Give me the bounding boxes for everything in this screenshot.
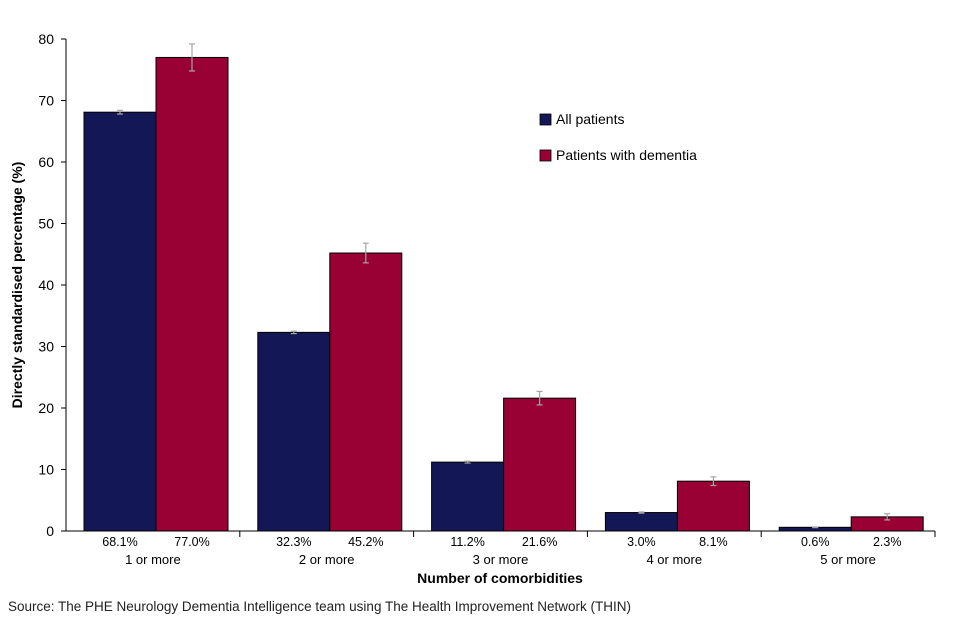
y-axis: 0 10 20 30 40 50 60 70 80 bbox=[38, 31, 67, 539]
legend-swatch bbox=[539, 113, 552, 126]
data-label: 3.0% bbox=[627, 535, 656, 549]
data-label: 32.3% bbox=[276, 535, 311, 549]
y-tick-label: 50 bbox=[38, 216, 54, 232]
category-label: 4 or more bbox=[646, 552, 702, 567]
x-axis: 68.1% 77.0% 1 or more 32.3% 45.2% 2 or more 11… bbox=[66, 530, 936, 567]
legend-label: Patients with dementia bbox=[556, 147, 697, 163]
bar-chart: 0 10 20 30 40 50 60 70 80 68.1% 77.0% 1 or more 32.… bbox=[9, 31, 936, 586]
source-note: Source: The PHE Neurology Dementia Intel… bbox=[8, 599, 632, 614]
category-label: 5 or more bbox=[820, 552, 876, 567]
bars bbox=[83, 56, 924, 532]
y-tick-label: 30 bbox=[38, 339, 54, 355]
error-bars bbox=[117, 43, 891, 529]
bar bbox=[503, 397, 577, 532]
bar bbox=[431, 461, 505, 532]
data-label: 8.1% bbox=[699, 535, 728, 549]
data-label: 45.2% bbox=[348, 535, 383, 549]
data-label: 2.3% bbox=[873, 535, 902, 549]
bar bbox=[604, 512, 678, 532]
category-label: 1 or more bbox=[125, 552, 181, 567]
y-axis-title: Directly standardised percentage (%) bbox=[9, 162, 25, 409]
data-label: 77.0% bbox=[174, 535, 209, 549]
y-tick-label: 40 bbox=[38, 277, 54, 293]
legend-label: All patients bbox=[556, 111, 624, 127]
bar bbox=[83, 111, 157, 532]
category-label: 3 or more bbox=[473, 552, 529, 567]
bar bbox=[329, 252, 403, 532]
y-tick-label: 80 bbox=[38, 31, 54, 47]
bar bbox=[257, 331, 331, 532]
data-label: 68.1% bbox=[102, 535, 137, 549]
bar bbox=[155, 56, 229, 532]
y-tick-label: 20 bbox=[38, 400, 54, 416]
y-tick-label: 10 bbox=[38, 462, 54, 478]
category-label: 2 or more bbox=[299, 552, 355, 567]
data-label: 21.6% bbox=[522, 535, 557, 549]
bar bbox=[676, 480, 750, 532]
y-tick-label: 60 bbox=[38, 154, 54, 170]
x-axis-title: Number of comorbidities bbox=[417, 570, 583, 586]
y-tick-label: 70 bbox=[38, 93, 54, 109]
data-label: 11.2% bbox=[450, 535, 485, 549]
y-tick-label: 0 bbox=[46, 523, 54, 539]
legend-swatch bbox=[539, 149, 552, 162]
legend: All patients Patients with dementia bbox=[539, 111, 697, 163]
data-label: 0.6% bbox=[801, 535, 830, 549]
